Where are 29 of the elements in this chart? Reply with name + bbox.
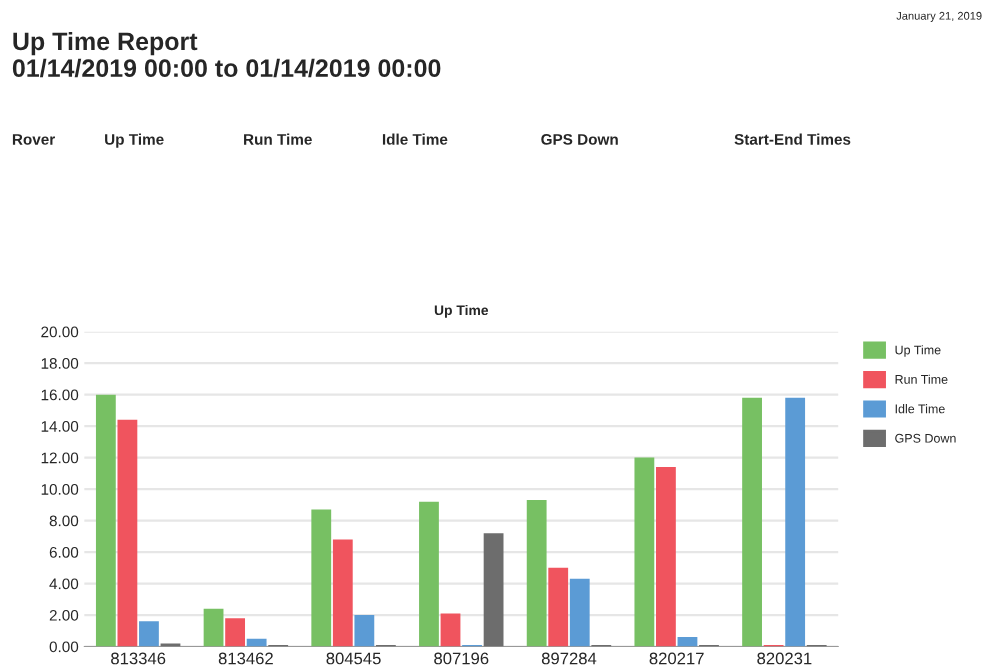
bar <box>246 638 267 647</box>
x-tick-label: 820231 <box>757 652 812 665</box>
bar <box>225 618 246 647</box>
bar <box>203 608 224 647</box>
bar <box>440 613 461 647</box>
bar <box>332 539 353 647</box>
bar <box>677 637 698 647</box>
bar <box>139 621 159 647</box>
x-tick-label: 813346 <box>111 652 166 665</box>
x-tick-label: 897284 <box>541 652 597 665</box>
bar <box>548 567 569 647</box>
bar <box>117 419 138 647</box>
x-tick-label: 807196 <box>434 652 489 665</box>
bar <box>742 397 762 647</box>
bar <box>311 509 332 647</box>
bar <box>569 578 590 647</box>
x-tick-label: 804545 <box>326 652 381 665</box>
bar <box>95 394 116 647</box>
bar <box>785 397 806 647</box>
x-tick-label: 820217 <box>649 652 704 665</box>
text: Up Time Report <box>13 31 198 56</box>
bar <box>354 615 375 647</box>
bar <box>526 500 547 647</box>
text: 01/14/2019 00:00 to 01/14/2019 00:00 <box>12 58 441 78</box>
bar <box>656 467 676 647</box>
bar <box>419 501 439 647</box>
x-tick-label: 813462 <box>218 652 273 665</box>
bar <box>634 457 655 647</box>
bar <box>483 533 504 647</box>
